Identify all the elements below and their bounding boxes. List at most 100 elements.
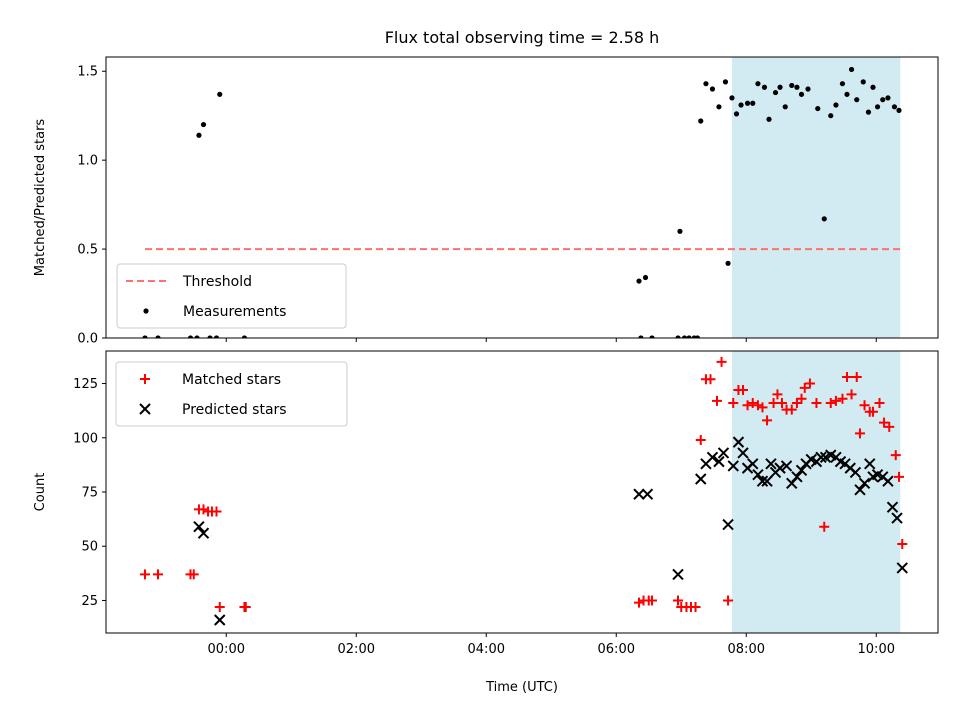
y-tick-label: 1.0 bbox=[77, 154, 98, 169]
matched-stars-point bbox=[796, 393, 807, 404]
predicted-stars-point bbox=[706, 451, 719, 463]
measurements-point bbox=[677, 228, 683, 234]
legend: Matched stars Predicted stars bbox=[115, 361, 348, 427]
measurements-point bbox=[725, 260, 731, 266]
matched-stars-point bbox=[712, 395, 722, 406]
y-tick-label: 125 bbox=[73, 377, 98, 392]
predicted-stars-point bbox=[854, 484, 866, 496]
measurements-point bbox=[865, 109, 872, 115]
measurements-point bbox=[880, 97, 886, 103]
matched-stars-point bbox=[742, 400, 753, 411]
measurements-point bbox=[675, 335, 681, 338]
matched-stars-point bbox=[647, 595, 657, 606]
predicted-stars-point bbox=[747, 458, 759, 470]
predicted-stars-point bbox=[886, 501, 899, 513]
predicted-stars-point bbox=[193, 521, 205, 533]
measurements-point bbox=[187, 335, 194, 338]
matched-stars-point bbox=[868, 406, 878, 417]
matched-stars-point bbox=[825, 398, 836, 409]
matched-stars-point bbox=[673, 595, 683, 606]
predicted-stars-point bbox=[765, 458, 777, 470]
matched-stars-point bbox=[897, 539, 908, 550]
legend-swatch-matched-stars bbox=[140, 374, 150, 384]
matched-stars-point bbox=[716, 356, 727, 367]
measurements-point bbox=[738, 102, 744, 108]
measurements-point bbox=[638, 335, 644, 338]
predicted-stars-point bbox=[717, 447, 730, 459]
x-tick-label: 06:00 bbox=[598, 642, 635, 657]
y-axis-label: Matched/Predicted stars bbox=[33, 119, 48, 277]
measurements-point bbox=[839, 81, 846, 87]
x-tick-label: 04:00 bbox=[468, 642, 505, 657]
matched-stars-point bbox=[757, 402, 768, 413]
measurements-point bbox=[870, 84, 876, 90]
predicted-stars-point bbox=[197, 527, 210, 539]
measurements-point bbox=[698, 118, 704, 124]
measurements-point bbox=[716, 104, 722, 110]
ratio-panel: 0.0 0.5 1.0 1.5 Matched/Predicted stars Thres… bbox=[33, 56, 939, 347]
matched-stars-point bbox=[214, 601, 225, 612]
matched-stars-point bbox=[855, 428, 865, 439]
measurements-point bbox=[703, 81, 709, 87]
matched-stars-point bbox=[762, 415, 773, 426]
matched-stars-point bbox=[188, 569, 199, 580]
count-panel: 00:00 02:00 04:00 06:00 08:00 10:00 25 50 75 100 1… bbox=[33, 350, 939, 657]
measurements-point bbox=[729, 95, 735, 101]
predicted-stars-point bbox=[761, 475, 773, 487]
predicted-stars-point bbox=[695, 473, 707, 485]
matched-stars-point bbox=[799, 382, 810, 393]
measurements-point bbox=[777, 84, 783, 90]
matched-stars-point bbox=[140, 569, 150, 580]
measurements-point bbox=[744, 100, 751, 106]
matched-stars-point bbox=[846, 389, 857, 400]
measurements-point bbox=[828, 113, 834, 119]
matched-stars-point bbox=[240, 601, 251, 612]
predicted-stars-point bbox=[722, 518, 734, 531]
measurements-point bbox=[772, 89, 779, 96]
legend-label-matched-stars: Matched stars bbox=[182, 372, 281, 388]
predicted-stars-point bbox=[727, 460, 739, 472]
matched-stars-point bbox=[723, 595, 734, 606]
x-tick-label: 02:00 bbox=[338, 642, 375, 657]
matched-stars-point bbox=[705, 374, 716, 385]
measurements-point bbox=[733, 111, 740, 117]
measurements-point bbox=[874, 104, 881, 110]
predicted-stars-point bbox=[780, 460, 793, 472]
predicted-stars-point bbox=[633, 488, 645, 500]
matched-stars-point bbox=[879, 417, 890, 428]
plot-area bbox=[140, 356, 908, 626]
measurements-point bbox=[709, 86, 716, 92]
measurements-point bbox=[896, 107, 902, 113]
measurements-point bbox=[815, 105, 821, 112]
measurements-point bbox=[821, 216, 827, 222]
measurements-point bbox=[885, 95, 891, 101]
legend: Threshold Measurements bbox=[116, 263, 347, 329]
y-tick-label: 100 bbox=[73, 431, 98, 446]
measurements-point bbox=[761, 84, 768, 90]
measurements-point bbox=[241, 335, 248, 338]
measurements-point bbox=[213, 335, 220, 338]
plot-area bbox=[142, 66, 902, 338]
measurements-point bbox=[750, 100, 756, 106]
measurements-point bbox=[766, 116, 772, 122]
x-axis-label: Time (UTC) bbox=[485, 680, 558, 695]
predicted-stars-point bbox=[791, 471, 803, 483]
matched-stars-point bbox=[804, 378, 815, 389]
x-tick-label: 08:00 bbox=[728, 642, 765, 657]
legend-label-predicted-stars: Predicted stars bbox=[182, 402, 287, 418]
matched-stars-point bbox=[772, 389, 783, 400]
predicted-stars-point bbox=[815, 451, 827, 463]
x-tick-label: 10:00 bbox=[858, 642, 895, 657]
matched-stars-point bbox=[777, 398, 787, 409]
measurements-point bbox=[782, 104, 788, 110]
measurements-point bbox=[755, 81, 761, 87]
matched-stars-point bbox=[819, 521, 830, 532]
matched-stars-point bbox=[738, 385, 748, 396]
matched-stars-point bbox=[791, 398, 802, 409]
predicted-stars-point bbox=[795, 464, 808, 477]
legend-box bbox=[115, 361, 348, 427]
matched-stars-point bbox=[811, 398, 822, 409]
matched-stars-point bbox=[752, 400, 763, 411]
predicted-stars-point bbox=[864, 458, 876, 470]
